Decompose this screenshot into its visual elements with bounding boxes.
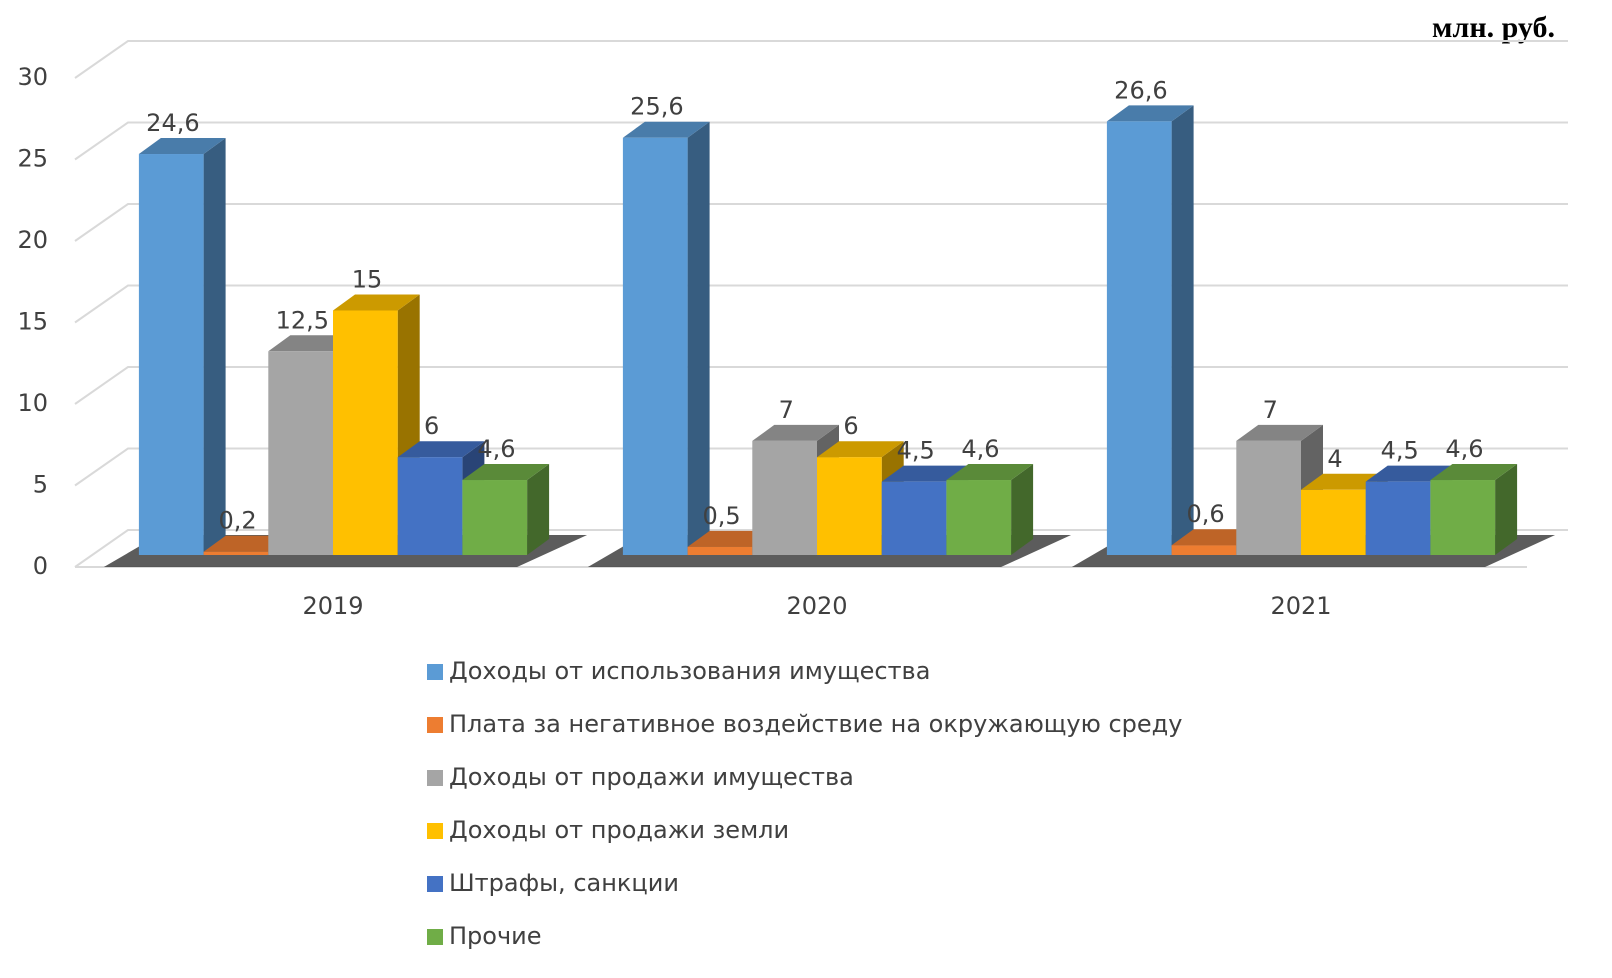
bar-top	[622, 121, 710, 138]
data-label: 4,5	[897, 437, 935, 465]
data-label: 15	[352, 266, 383, 294]
bar-top	[752, 424, 839, 441]
data-label: 4,5	[1381, 437, 1419, 465]
data-label: 24,6	[146, 109, 199, 137]
bar	[462, 464, 550, 555]
bar-side	[1495, 464, 1518, 555]
data-label: 12,5	[276, 306, 329, 334]
x-tick-label: 2021	[1270, 592, 1331, 620]
legend-label: Доходы от использования имущества	[449, 657, 930, 685]
legend-label: Штрафы, санкции	[449, 869, 679, 897]
bar	[622, 121, 710, 555]
grid-line	[74, 447, 1568, 487]
bar	[1430, 464, 1518, 555]
bar-side	[203, 138, 226, 555]
data-label: 4,6	[1445, 435, 1483, 463]
data-label: 4,6	[961, 435, 999, 463]
bar-top	[1365, 465, 1453, 482]
bar-front	[268, 351, 333, 555]
bar-top	[462, 464, 550, 481]
grid-line	[74, 121, 1568, 161]
bar-front	[397, 457, 463, 555]
x-tick-label: 2019	[302, 592, 363, 620]
bar-top	[138, 138, 226, 155]
bar-front	[1236, 440, 1301, 555]
bar-side	[687, 121, 710, 555]
y-tick-label: 10	[17, 389, 48, 417]
legend-swatch	[427, 770, 443, 786]
bar-top	[1236, 424, 1323, 441]
bar-top	[817, 441, 904, 458]
legend-label: Плата за негативное воздействие на окруж…	[449, 710, 1182, 738]
legend-swatch	[427, 823, 443, 839]
data-label: 4,6	[477, 435, 515, 463]
data-label: 0,2	[219, 507, 257, 535]
y-tick-label: 20	[17, 226, 48, 254]
bar-front	[622, 137, 688, 555]
grid-line	[74, 203, 1568, 242]
bar-side	[1171, 105, 1194, 556]
bar-top	[946, 464, 1034, 481]
bar-top	[397, 441, 485, 458]
grid-line	[74, 284, 1568, 324]
bar-top	[1430, 464, 1518, 481]
bar-side	[1011, 464, 1034, 555]
bar-front	[1430, 480, 1496, 555]
legend-label: Прочие	[449, 922, 542, 950]
x-tick-label: 2020	[786, 592, 847, 620]
grid-line	[74, 40, 1568, 79]
bar-front	[1106, 121, 1172, 556]
data-label: 4	[1327, 445, 1342, 473]
grid-line	[74, 366, 1568, 405]
y-tick-label: 25	[17, 145, 48, 173]
grid-line	[74, 529, 1568, 568]
legend-swatch	[427, 876, 443, 892]
legend-swatch	[427, 929, 443, 945]
bar-front	[1301, 489, 1366, 555]
bar-top	[1106, 105, 1194, 122]
bar-front	[1365, 481, 1431, 555]
data-label: 7	[1263, 396, 1278, 424]
bar-top	[333, 294, 420, 311]
data-label: 0,5	[703, 502, 741, 530]
bar	[138, 138, 226, 555]
bar-front	[333, 310, 398, 555]
bar-front	[462, 480, 528, 555]
bar-front	[203, 551, 269, 555]
bar-front	[687, 546, 753, 555]
legend-swatch	[427, 664, 443, 680]
y-tick-label: 0	[33, 552, 48, 580]
bar-front	[752, 440, 817, 555]
bar-front	[138, 154, 204, 555]
bar-front	[881, 481, 947, 555]
data-label: 25,6	[630, 93, 683, 121]
data-label: 7	[779, 396, 794, 424]
bar-side	[527, 464, 550, 555]
y-tick-label: 30	[17, 63, 48, 91]
bar-front	[946, 480, 1012, 555]
data-label: 6	[424, 412, 439, 440]
data-label: 26,6	[1114, 76, 1167, 104]
bar-front	[1171, 545, 1237, 555]
data-label: 6	[843, 412, 858, 440]
y-tick-label: 15	[17, 308, 48, 336]
legend-swatch	[427, 717, 443, 733]
legend-label: Доходы от продажи земли	[449, 816, 789, 844]
bar	[333, 294, 420, 555]
chart-title: млн. руб.	[1432, 11, 1555, 44]
data-label: 0,6	[1187, 500, 1225, 528]
y-tick-label: 5	[33, 471, 48, 499]
bar-top	[881, 465, 969, 482]
bar-front	[817, 457, 882, 555]
legend-label: Доходы от продажи имущества	[449, 763, 854, 791]
bar	[946, 464, 1034, 555]
bar	[1106, 105, 1194, 556]
